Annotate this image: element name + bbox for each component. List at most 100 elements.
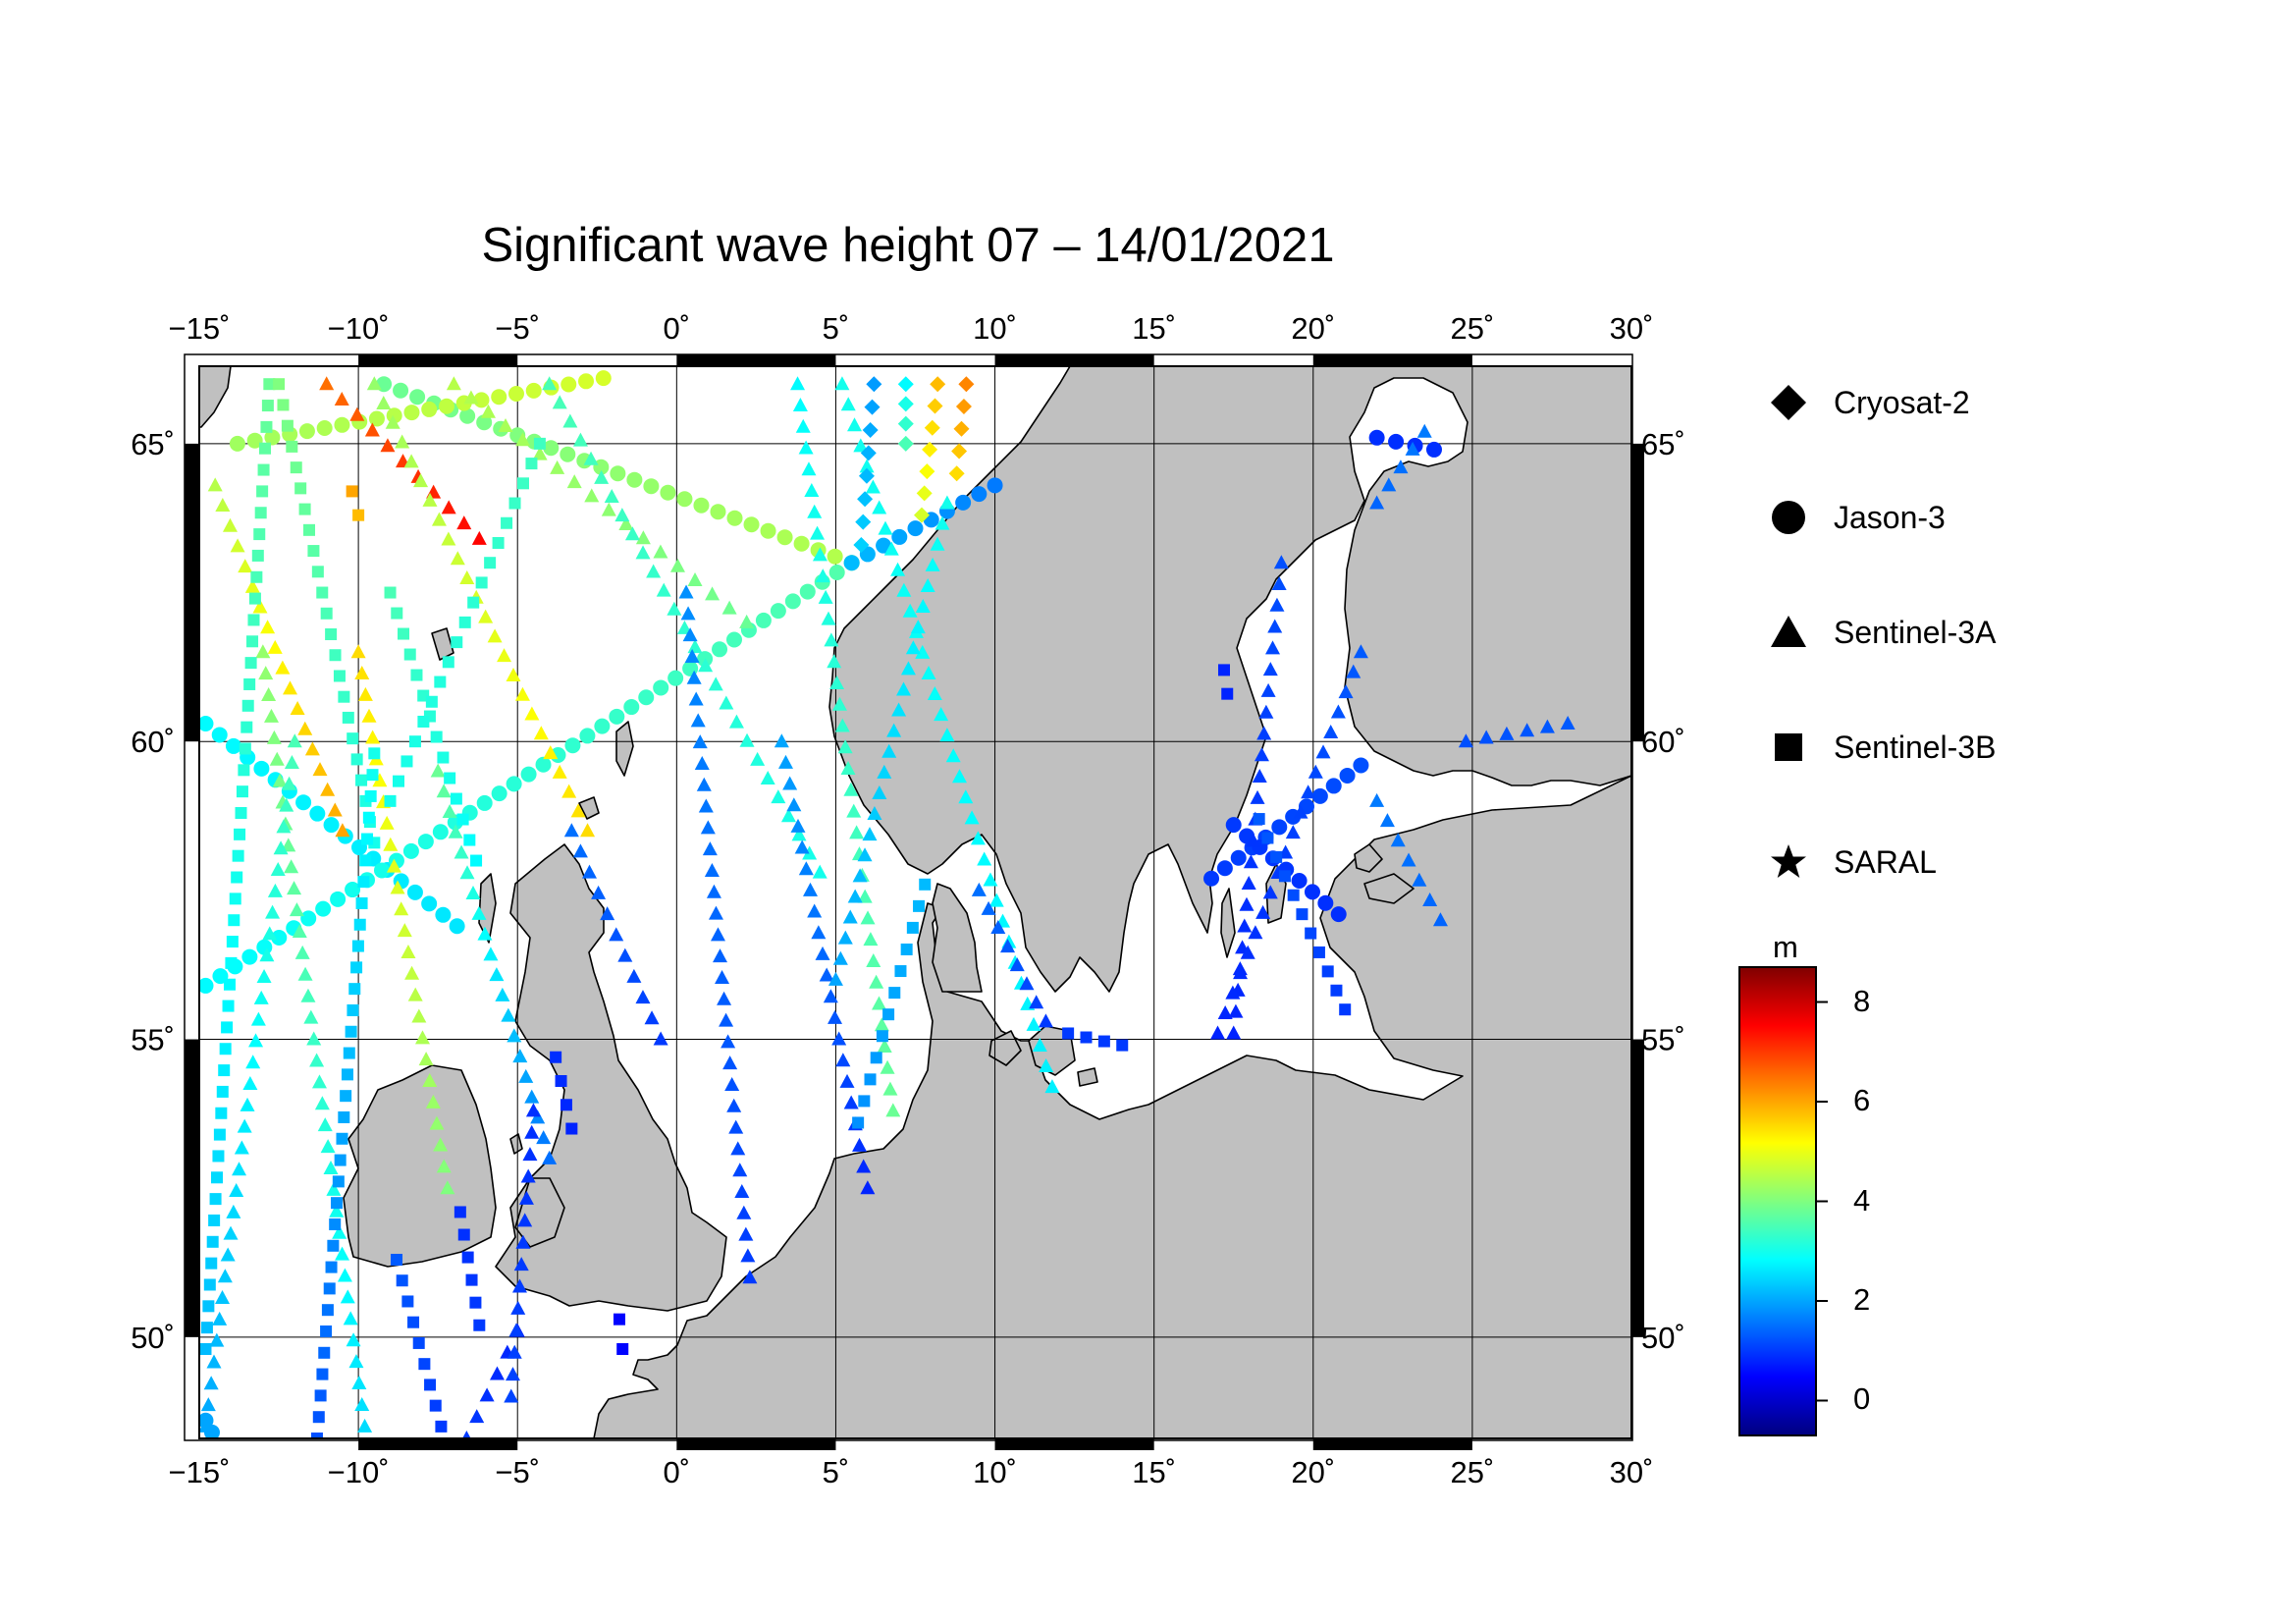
triangle-marker	[454, 844, 469, 859]
circle-marker	[373, 862, 390, 879]
triangle-marker	[259, 947, 275, 962]
square-marker	[345, 1025, 357, 1038]
square-marker	[213, 1128, 226, 1141]
circle-marker	[402, 842, 419, 859]
triangle-marker	[542, 1150, 558, 1164]
square-marker	[353, 918, 366, 931]
diamond-marker	[897, 396, 914, 412]
circle-marker	[315, 900, 332, 917]
square-marker	[232, 849, 244, 862]
square-marker	[900, 943, 913, 955]
triangle-marker	[459, 570, 475, 585]
circle-marker	[1304, 884, 1320, 900]
triangle-marker	[840, 761, 856, 776]
circle-marker	[334, 416, 350, 433]
triangle-marker	[501, 1007, 516, 1022]
triangle-marker	[614, 508, 630, 522]
square-marker	[294, 482, 307, 495]
lon-tick-label: 0˚	[664, 1455, 691, 1489]
square-marker	[533, 437, 546, 450]
triangle-marker	[815, 568, 830, 583]
square-marker	[362, 811, 375, 824]
square-marker	[286, 440, 298, 453]
circle-marker	[793, 535, 810, 552]
square-marker	[303, 523, 316, 536]
triangle-marker	[258, 666, 274, 680]
diamond-marker	[864, 399, 881, 415]
diamond-marker	[948, 465, 965, 482]
triangle-marker	[562, 413, 578, 428]
diamond-marker	[897, 415, 914, 432]
triangle-marker	[440, 1180, 455, 1195]
triangle-marker	[839, 1073, 855, 1088]
triangle-marker	[1539, 719, 1555, 733]
square-marker	[222, 1000, 235, 1012]
triangle-marker	[250, 1011, 266, 1026]
square-marker	[457, 1228, 470, 1241]
diamond-marker	[930, 376, 946, 393]
triangle-marker	[346, 1332, 361, 1347]
triangle-marker	[829, 675, 845, 689]
series-cryosat-2	[853, 376, 975, 553]
triangle-marker	[859, 459, 875, 473]
triangle-marker	[260, 620, 276, 634]
triangle-marker	[207, 477, 223, 492]
triangle-marker	[407, 987, 423, 1001]
triangle-marker	[524, 706, 540, 721]
square-marker	[240, 721, 253, 733]
triangle-marker	[317, 1117, 333, 1132]
triangle-marker	[862, 827, 878, 841]
triangle-marker	[383, 837, 399, 851]
diamond-marker	[853, 537, 870, 553]
triangle-marker	[934, 707, 949, 722]
scandinavia-land	[828, 366, 1631, 993]
triangle-marker	[357, 1418, 373, 1433]
triangle-marker	[688, 691, 704, 706]
diamond-marker	[916, 485, 933, 502]
triangle-marker	[724, 1076, 740, 1091]
circle-marker	[1368, 429, 1385, 446]
lon-tick-label: −5˚	[495, 311, 540, 346]
triangle-marker	[831, 1031, 847, 1046]
square-marker	[391, 1254, 403, 1266]
triangle-marker	[1254, 747, 1269, 762]
triangle-marker	[877, 1039, 892, 1054]
triangle-marker	[312, 762, 328, 777]
circle-marker	[799, 583, 816, 600]
triangle-marker	[276, 819, 292, 834]
triangle-marker	[303, 1009, 319, 1024]
triangle-marker	[852, 1137, 868, 1152]
lon-tick-label: 20˚	[1291, 311, 1335, 346]
triangle-marker	[706, 884, 721, 898]
square-marker	[1339, 1003, 1352, 1016]
diamond-marker	[958, 376, 975, 393]
triangle-marker	[220, 1247, 236, 1262]
circle-marker	[295, 794, 312, 811]
circle-marker	[459, 407, 476, 424]
triangle-marker	[441, 531, 456, 546]
square-marker	[919, 878, 932, 891]
triangle-marker	[981, 900, 996, 915]
triangle-marker	[354, 666, 370, 680]
circle-marker	[368, 410, 385, 427]
diamond-marker	[866, 376, 882, 393]
triangle-marker	[704, 862, 720, 877]
triangle-marker	[719, 695, 734, 710]
triangle-marker	[506, 667, 521, 681]
triangle-marker	[337, 1268, 352, 1282]
triangle-marker	[1233, 965, 1249, 980]
triangle-marker	[349, 406, 365, 421]
triangle-marker	[812, 547, 828, 562]
circle-marker	[225, 737, 241, 754]
square-marker	[368, 747, 381, 760]
circle-marker	[246, 432, 263, 449]
triangle-marker	[857, 889, 873, 903]
triangle-marker	[489, 1366, 505, 1380]
triangle-marker	[536, 1130, 552, 1145]
square-marker	[473, 1319, 486, 1331]
circle-marker	[595, 370, 612, 387]
square-marker	[1330, 984, 1343, 997]
triangle-marker	[418, 1052, 434, 1066]
triangle-marker	[1285, 825, 1301, 839]
square-marker	[342, 711, 354, 724]
